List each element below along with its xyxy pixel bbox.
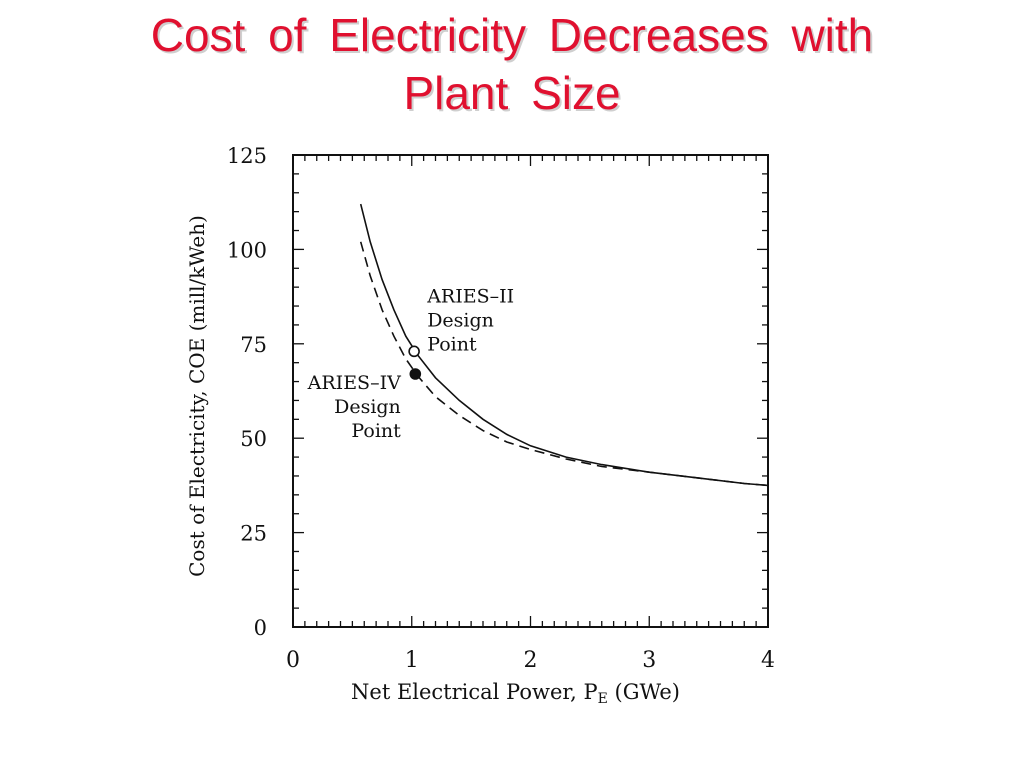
y-tick-label: 50: [240, 427, 267, 451]
y-tick-label: 75: [240, 333, 267, 357]
slide-title-line-2: Plant Size: [403, 67, 621, 119]
tick-marks: [292, 154, 769, 628]
annotation-line: Design: [427, 309, 494, 331]
slide-title: Cost of Electricity Decreases with Plant…: [0, 6, 1024, 122]
x-tick-label: 1: [405, 648, 419, 673]
y-tick-label: 0: [254, 616, 267, 640]
design-point-open: [408, 345, 420, 358]
series-layer: [359, 203, 769, 487]
x-tick-label: 0: [286, 648, 300, 673]
annotation-line: Point: [427, 333, 477, 355]
y-axis-label: Cost of Electricity, COE (mill/kWeh): [185, 215, 209, 577]
x-tick-label: 3: [642, 648, 656, 673]
x-axis-label-subscript: E: [598, 691, 608, 707]
y-tick-label: 125: [227, 144, 267, 168]
annotation-line: ARIES–IV: [307, 372, 401, 394]
x-tick-label: 2: [524, 648, 538, 673]
slide-title-line-1: Cost of Electricity Decreases with: [150, 9, 874, 61]
x-axis-label: Net Electrical Power, PE (GWe): [351, 680, 680, 707]
annotation-line: Design: [334, 396, 401, 418]
series-line-dashed: [359, 241, 769, 487]
axes: [292, 154, 769, 628]
x-tick-label: 4: [761, 648, 775, 673]
y-tick-label: 100: [227, 238, 267, 262]
design-point-filled: [409, 368, 422, 380]
x-axis-label-unit: (GWe): [608, 680, 680, 704]
annotation-line: ARIES–II: [426, 285, 514, 307]
x-axis-label-main: Net Electrical Power, P: [351, 680, 598, 704]
chart-text: 0 1 2 3 4 0 25 50 75 100 125 Net Electrical Power, …: [185, 144, 775, 707]
series-line-solid: [359, 203, 769, 487]
annotation-line: Point: [351, 420, 401, 442]
design-points: [408, 345, 422, 380]
y-tick-label: 25: [240, 522, 267, 546]
